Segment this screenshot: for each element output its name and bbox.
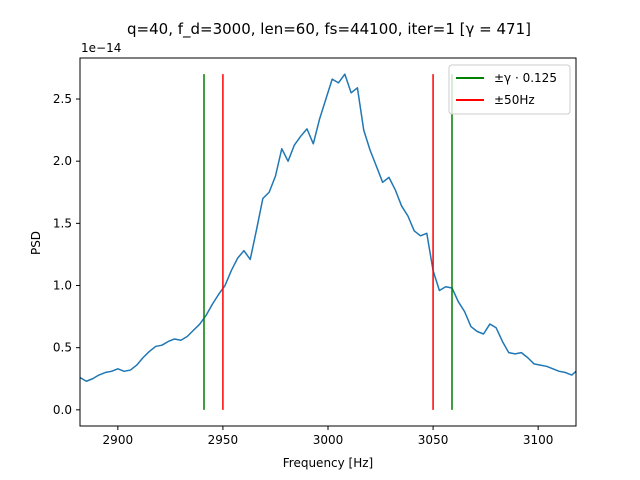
legend-label-gamma: ±γ · 0.125 <box>494 71 557 85</box>
y-tick-label-5: 2.5 <box>53 92 72 106</box>
x-tick-label-1: 2950 <box>208 433 239 447</box>
y-tick-label-3: 1.5 <box>53 216 72 230</box>
x-axis-ticks: 2900 2950 3000 3050 3100 <box>103 426 554 447</box>
reference-lines-layer <box>203 74 453 410</box>
x-tick-label-4: 3100 <box>523 433 554 447</box>
x-axis-label: Frequency [Hz] <box>283 456 374 470</box>
series-layer <box>80 73 576 382</box>
psd-series-line-0 <box>80 73 576 382</box>
legend-label-50hz: ±50Hz <box>494 93 535 107</box>
y-tick-label-0: 0.0 <box>53 403 72 417</box>
legend: ±γ · 0.125 ±50Hz <box>448 64 571 115</box>
y-tick-label-4: 2.0 <box>53 154 72 168</box>
y-axis-ticks: 0.0 0.5 1.0 1.5 2.0 2.5 <box>53 92 80 417</box>
x-tick-label-0: 2900 <box>103 433 134 447</box>
y-axis-label: PSD <box>29 231 43 255</box>
x-tick-label-3: 3050 <box>418 433 449 447</box>
plot-area <box>79 57 577 427</box>
y-tick-label-2: 1.0 <box>53 279 72 293</box>
chart-title: q=40, f_d=3000, len=60, fs=44100, iter=1… <box>127 20 531 39</box>
y-offset-label: 1e−14 <box>81 41 121 55</box>
y-tick-label-1: 0.5 <box>53 341 72 355</box>
x-tick-label-2: 3000 <box>313 433 344 447</box>
